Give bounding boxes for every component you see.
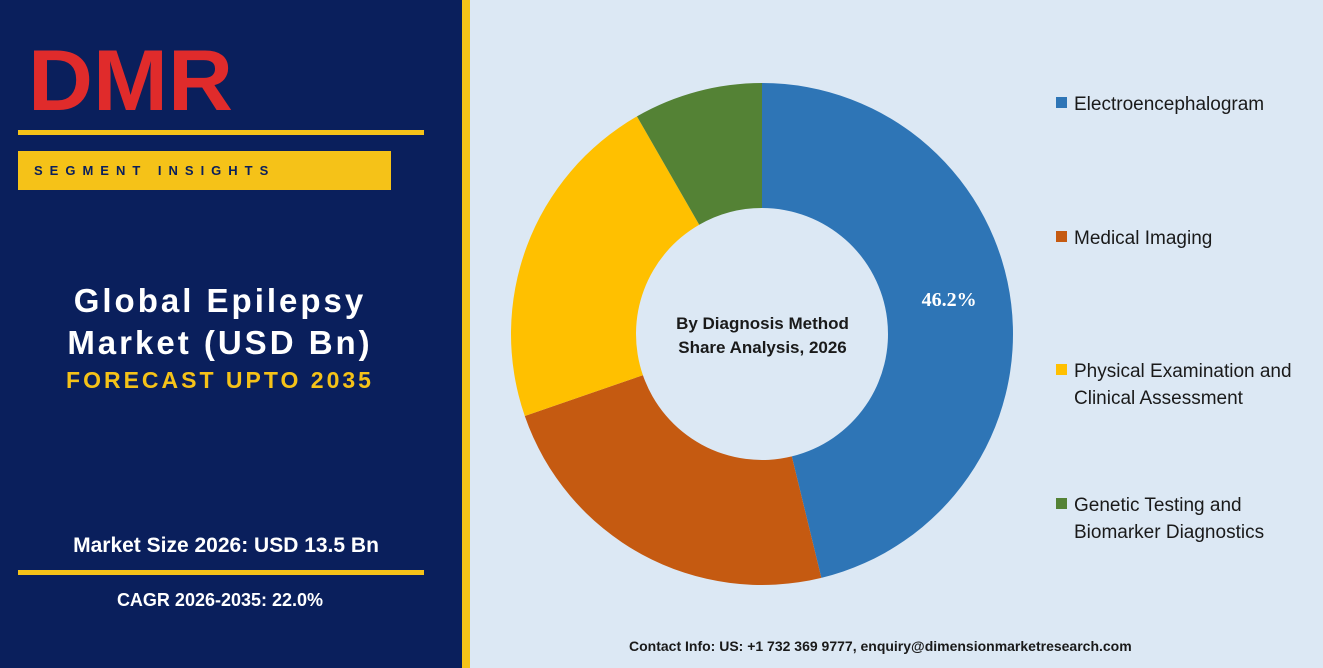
market-title-line1: Global Epilepsy bbox=[73, 282, 367, 319]
chart-panel: 46.2% By Diagnosis Method Share Analysis… bbox=[470, 0, 1323, 668]
forecast-label: FORECAST UPTO 2035 bbox=[66, 367, 374, 393]
legend-item-medical-imaging: Medical Imaging bbox=[1056, 225, 1294, 252]
donut-slice-genetic-testing-and-biomarker-diagnostics bbox=[636, 83, 762, 225]
legend-swatch bbox=[1056, 97, 1067, 108]
donut-slice-physical-examination-and-clinical-assessment bbox=[511, 116, 700, 417]
donut-hole bbox=[636, 208, 888, 460]
top-gold-line bbox=[18, 130, 424, 135]
donut-slice-medical-imaging bbox=[524, 375, 822, 586]
legend-swatch bbox=[1056, 498, 1067, 509]
dmr-logo: DMR bbox=[28, 36, 233, 118]
panel-divider bbox=[462, 0, 470, 668]
bottom-gold-line bbox=[18, 570, 424, 575]
logo-text: DMR bbox=[28, 36, 233, 118]
donut-chart: 46.2% bbox=[511, 83, 1014, 586]
contact-info: Contact Info: US: +1 732 369 9777, enqui… bbox=[629, 638, 1132, 654]
market-title: Global Epilepsy Market (USD Bn) bbox=[0, 280, 440, 364]
slice-data-label: 46.2% bbox=[922, 289, 977, 311]
center-label-line2: Share Analysis, 2026 bbox=[678, 338, 847, 357]
legend-swatch bbox=[1056, 231, 1067, 242]
market-size-label: Market Size 2026: USD 13.5 Bn bbox=[73, 534, 379, 557]
center-label-line1: By Diagnosis Method bbox=[676, 314, 849, 333]
legend-swatch bbox=[1056, 364, 1067, 375]
legend-label: Genetic Testing and Biomarker Diagnostic… bbox=[1074, 495, 1265, 543]
segment-insights-badge: SEGMENT INSIGHTS bbox=[18, 151, 391, 190]
market-title-line2: Market (USD Bn) bbox=[67, 324, 373, 361]
legend-item-physical-examination: Physical Examination and Clinical Assess… bbox=[1056, 358, 1294, 412]
chart-center-label: By Diagnosis Method Share Analysis, 2026 bbox=[625, 312, 900, 360]
legend-label: Medical Imaging bbox=[1074, 228, 1213, 249]
legend-item-electroencephalogram: Electroencephalogram bbox=[1056, 91, 1294, 118]
cagr-label: CAGR 2026-2035: 22.0% bbox=[116, 590, 324, 610]
donut-slice-electroencephalogram bbox=[762, 83, 1014, 578]
segment-insights-label: SEGMENT INSIGHTS bbox=[34, 163, 276, 178]
left-panel: DMR SEGMENT INSIGHTS Global Epilepsy Mar… bbox=[0, 0, 462, 668]
legend-item-genetic-testing: Genetic Testing and Biomarker Diagnostic… bbox=[1056, 492, 1294, 546]
legend-label: Electroencephalogram bbox=[1074, 94, 1265, 115]
legend-label: Physical Examination and Clinical Assess… bbox=[1074, 361, 1292, 409]
